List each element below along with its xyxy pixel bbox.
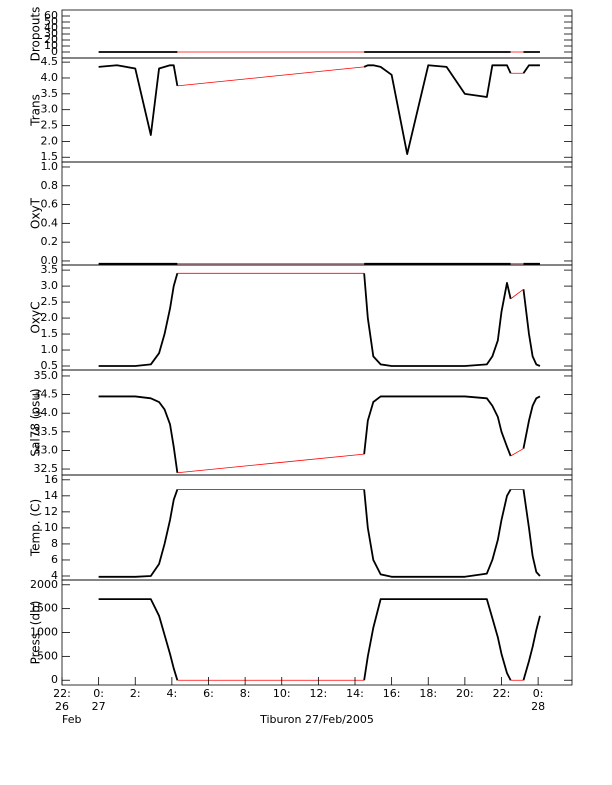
y-axis-label: OxyT: [29, 197, 43, 229]
x-tick-label: 0:: [533, 687, 544, 700]
x-month-label: Feb: [62, 713, 81, 726]
y-axis-label: Press. (db): [29, 601, 43, 665]
panel-frame: [61, 579, 573, 686]
y-tick-label: 0: [51, 673, 58, 686]
x-tick-label: 2:: [130, 687, 141, 700]
y-tick-label: 4.0: [41, 71, 59, 84]
y-tick-label: 16: [44, 473, 58, 486]
y-tick-label: 0.2: [41, 235, 59, 248]
x-day-label: 26: [55, 700, 69, 713]
gap-line: [177, 448, 524, 474]
data-line: [98, 598, 541, 681]
panel-frame: [61, 264, 573, 371]
y-tick-label: 3.0: [41, 103, 59, 116]
y-tick-label: 1.5: [41, 327, 59, 340]
y-tick-label: 2.0: [41, 134, 59, 147]
x-tick-label: 0:: [93, 687, 104, 700]
y-tick-label: 6: [51, 553, 58, 566]
y-tick-label: 0.5: [41, 359, 59, 372]
y-axis-label: Temp. (C): [29, 499, 43, 557]
x-tick-label: 12:: [310, 687, 328, 700]
y-tick-label: 10: [44, 39, 58, 52]
y-tick-label: 3.5: [41, 87, 59, 100]
data-line: [98, 395, 541, 473]
y-tick-label: 500: [37, 649, 58, 662]
data-line: [98, 64, 540, 155]
y-tick-label: 50: [44, 15, 58, 28]
y-tick-label: 34.0: [34, 406, 59, 419]
y-tick-label: 60: [44, 9, 58, 22]
y-tick-label: 35.0: [34, 369, 59, 382]
panel-frame: [61, 161, 573, 266]
y-tick-label: 3.5: [41, 263, 59, 276]
y-tick-label: 0.0: [41, 254, 59, 267]
y-axis-label: OxyC: [29, 301, 43, 333]
y-tick-label: 0.8: [41, 179, 59, 192]
y-tick-label: 3.0: [41, 279, 59, 292]
x-tick-label: 22:: [53, 687, 71, 700]
y-axis-label: Dropouts: [29, 7, 43, 62]
y-tick-label: 4.5: [41, 55, 59, 68]
y-tick-label: 14: [44, 489, 58, 502]
gap-line: [177, 66, 524, 87]
x-axis-label: Tiburon 27/Feb/2005: [259, 713, 374, 726]
x-day-label: 27: [92, 700, 106, 713]
x-day-label: 28: [531, 700, 545, 713]
y-tick-label: 33.5: [34, 425, 59, 438]
y-tick-label: 2.5: [41, 119, 59, 132]
y-axis-label: Trans: [29, 94, 43, 127]
y-tick-label: 4: [51, 569, 58, 582]
y-tick-label: 2000: [30, 578, 58, 591]
y-tick-label: 1.5: [41, 150, 59, 163]
x-tick-label: 20:: [456, 687, 474, 700]
x-tick-label: 8:: [240, 687, 251, 700]
data-line: [98, 488, 541, 578]
x-tick-label: 4:: [167, 687, 178, 700]
y-tick-label: 20: [44, 33, 58, 46]
x-tick-label: 22:: [493, 687, 511, 700]
y-tick-label: 1.0: [41, 160, 59, 173]
y-tick-label: 2.5: [41, 295, 59, 308]
gap-line: [177, 272, 524, 300]
x-tick-label: 6:: [203, 687, 214, 700]
y-tick-label: 1000: [30, 626, 58, 639]
panel-frame: [61, 57, 573, 163]
y-tick-label: 32.5: [34, 462, 59, 475]
y-axis-label: Sal78 (psu): [29, 388, 43, 456]
x-tick-label: 14:: [346, 687, 364, 700]
y-tick-label: 30: [44, 27, 58, 40]
y-tick-label: 1500: [30, 602, 58, 615]
y-tick-label: 0.6: [41, 198, 59, 211]
x-tick-label: 18:: [419, 687, 437, 700]
y-tick-label: 0.4: [41, 216, 59, 229]
y-tick-label: 1.0: [41, 343, 59, 356]
y-tick-label: 40: [44, 21, 58, 34]
x-tick-label: 16:: [383, 687, 401, 700]
panel-frame: [61, 9, 573, 59]
y-tick-label: 8: [51, 537, 58, 550]
data-line: [98, 273, 541, 367]
panel-frame: [61, 474, 573, 581]
x-tick-label: 10:: [273, 687, 291, 700]
y-tick-label: 33.0: [34, 443, 59, 456]
y-tick-label: 34.5: [34, 388, 59, 401]
y-tick-label: 2.0: [41, 311, 59, 324]
y-tick-label: 0: [51, 45, 58, 58]
y-tick-label: 12: [44, 505, 58, 518]
y-tick-label: 10: [44, 521, 58, 534]
